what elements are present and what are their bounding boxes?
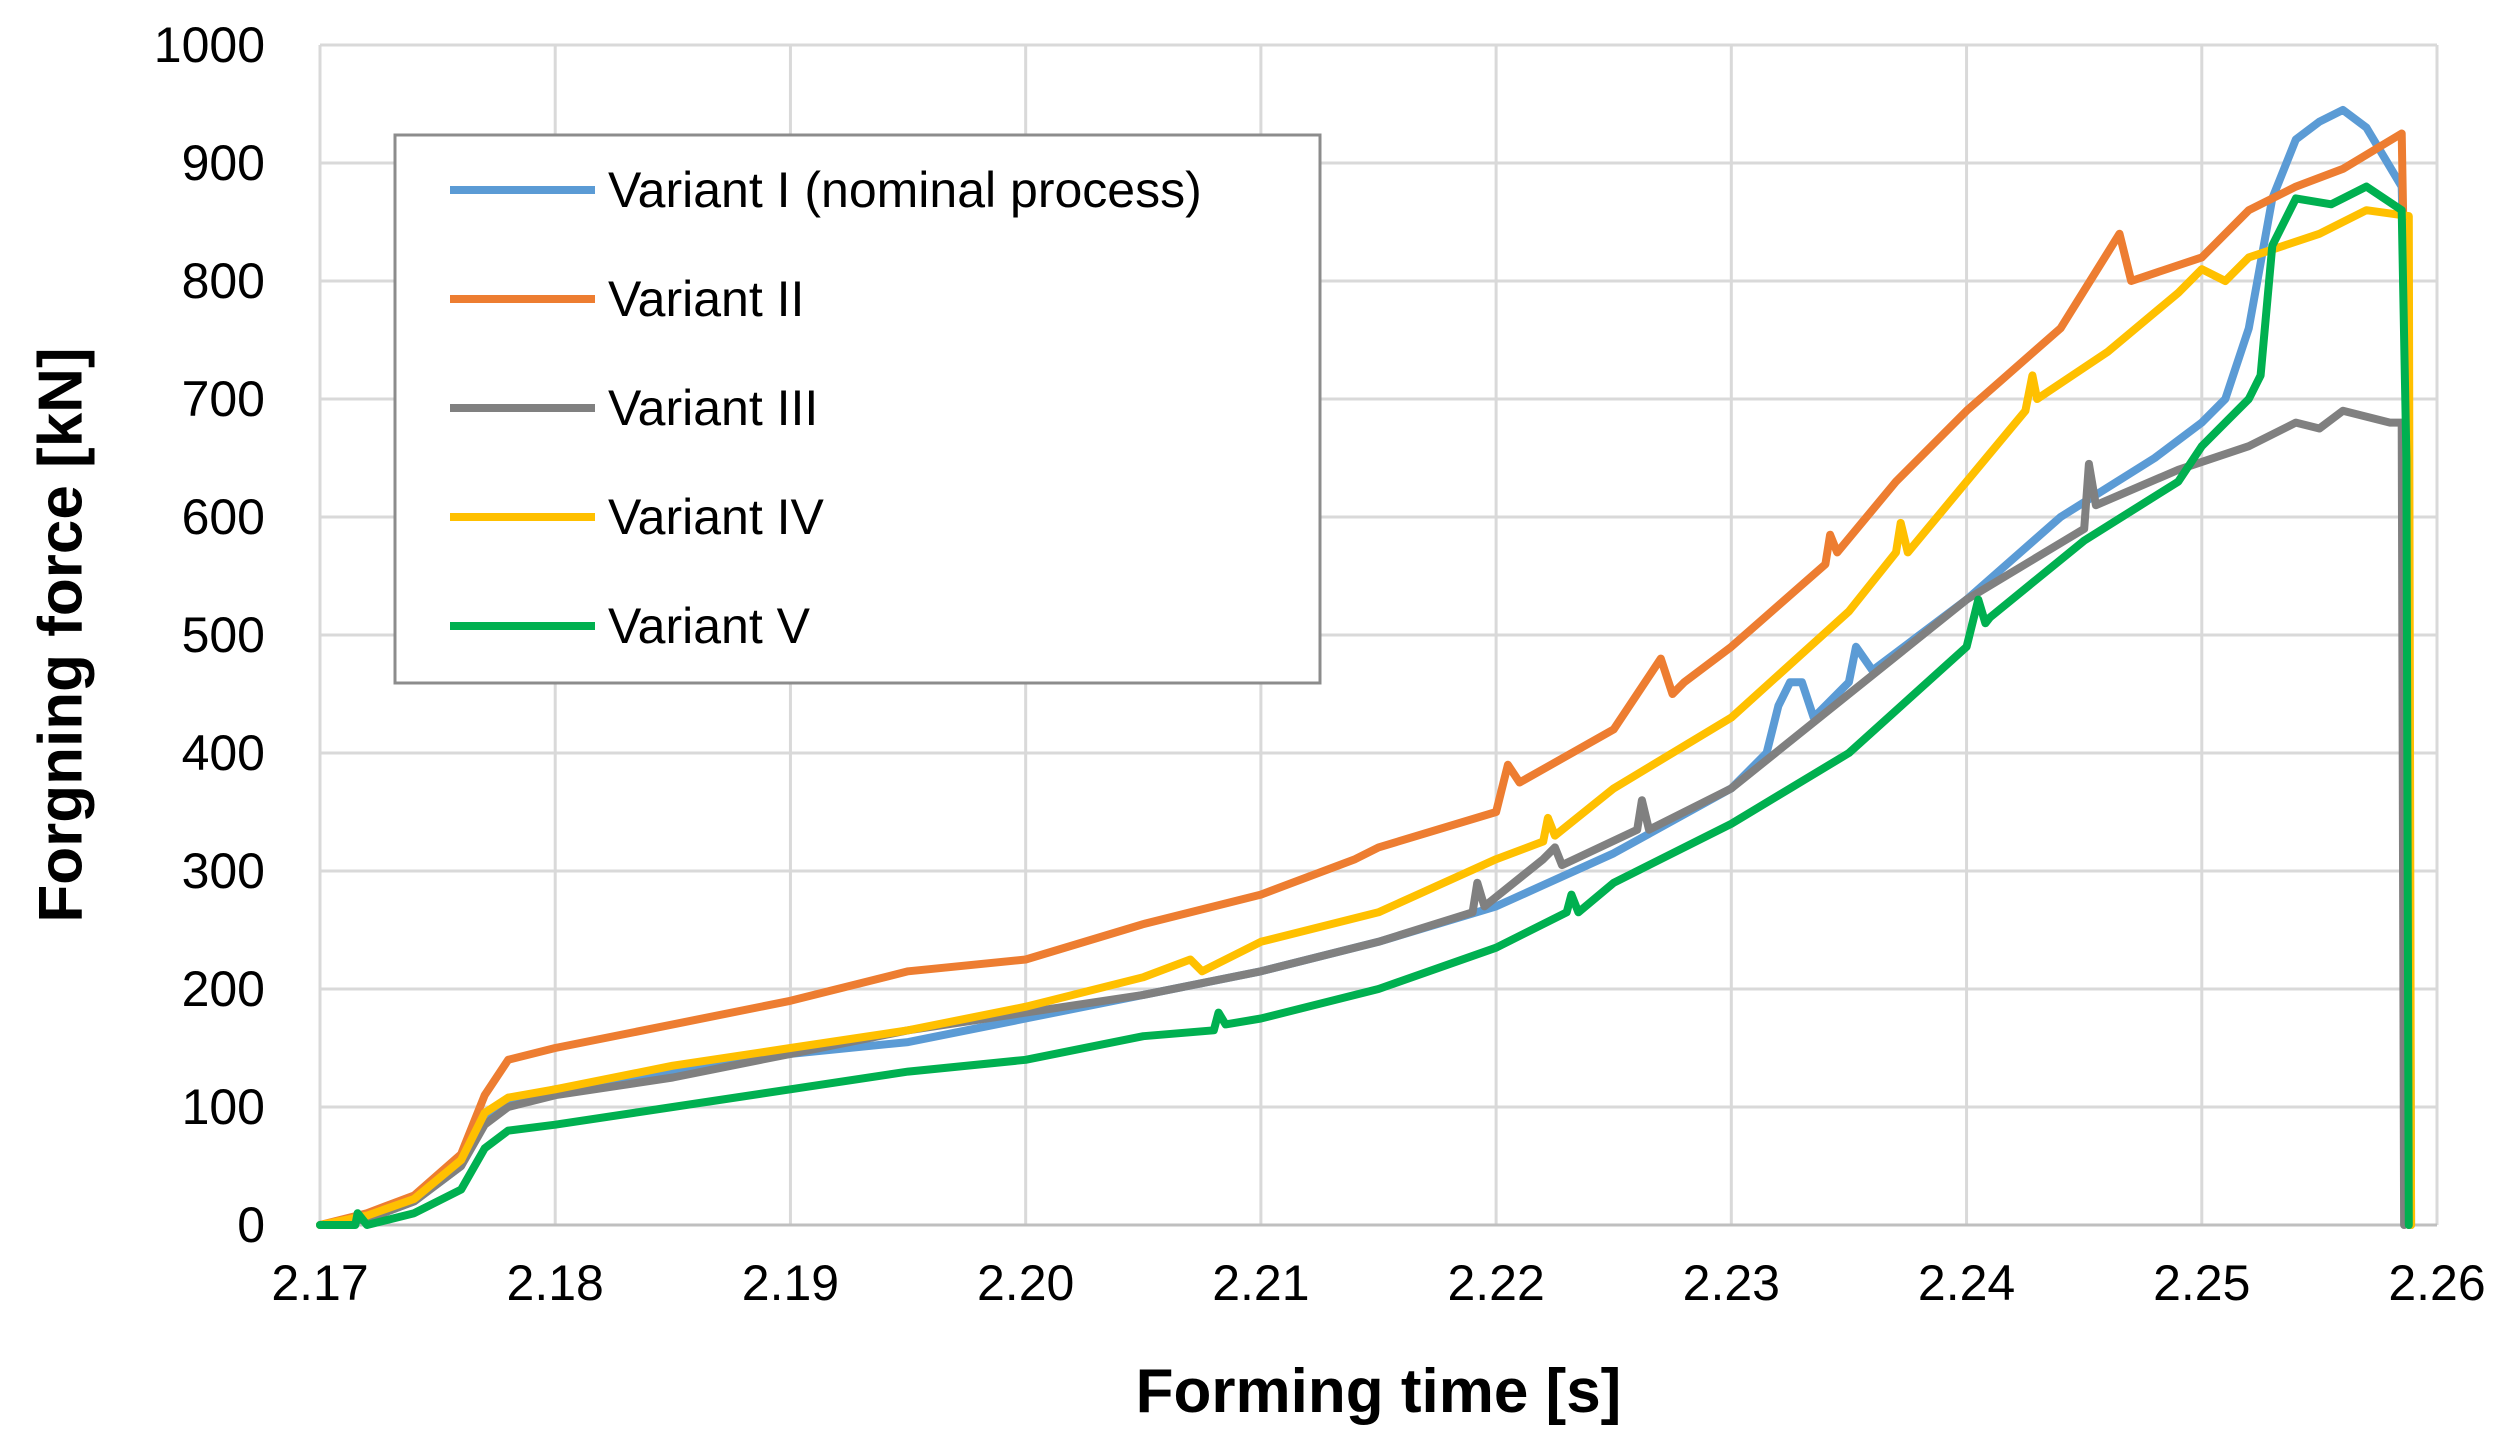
series-line-3 [316, 406, 2409, 1229]
y-tick-label: 1000 [154, 17, 265, 73]
y-tick-label: 700 [182, 371, 265, 427]
series-line-2 [316, 129, 2413, 1229]
x-tick-label: 2.18 [507, 1255, 604, 1311]
y-axis-title: Forgning force [kN] [27, 347, 96, 922]
y-tick-label: 800 [182, 253, 265, 309]
x-tick-label: 2.26 [2388, 1255, 2485, 1311]
y-tick-label: 400 [182, 725, 265, 781]
series-layer [316, 105, 2416, 1229]
y-tick-label: 300 [182, 843, 265, 899]
series-line-4 [316, 206, 2416, 1229]
legend-label: Variant V [608, 598, 811, 654]
x-tick-label: 2.24 [1918, 1255, 2015, 1311]
x-tick-label: 2.25 [2153, 1255, 2250, 1311]
legend-label: Variant I (nominal process) [608, 162, 1202, 218]
x-tick-label: 2.23 [1683, 1255, 1780, 1311]
series-line-5 [316, 182, 2413, 1229]
y-tick-label: 500 [182, 607, 265, 663]
y-tick-label: 900 [182, 135, 265, 191]
legend: Variant I (nominal process) Variant II Var… [393, 133, 1322, 685]
x-tick-label: 2.19 [742, 1255, 839, 1311]
x-tick-label: 2.22 [1447, 1255, 1544, 1311]
y-tick-labels: 0 100 200 300 400 500 600 700 800 900 1000 [154, 17, 265, 1253]
legend-label: Variant IV [608, 489, 824, 545]
x-tick-label: 2.17 [271, 1255, 368, 1311]
y-tick-label: 0 [237, 1197, 265, 1253]
y-tick-label: 100 [182, 1079, 265, 1135]
x-tick-labels: 2.17 2.18 2.19 2.20 2.21 2.22 2.23 2.24 2.25 2.26 [271, 1255, 2485, 1311]
y-tick-label: 600 [182, 489, 265, 545]
x-tick-label: 2.20 [977, 1255, 1074, 1311]
x-tick-label: 2.21 [1212, 1255, 1309, 1311]
y-tick-label: 200 [182, 961, 265, 1017]
legend-label: Variant III [608, 380, 818, 436]
legend-label: Variant II [608, 271, 804, 327]
x-axis-title: Forming time [s] [1136, 1357, 1622, 1426]
